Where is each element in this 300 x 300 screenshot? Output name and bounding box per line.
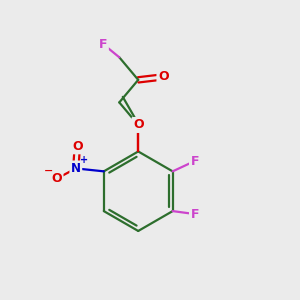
Text: O: O [72, 140, 83, 153]
Text: −: − [44, 166, 53, 176]
Text: F: F [190, 208, 199, 220]
Text: F: F [190, 154, 199, 167]
Text: F: F [99, 38, 107, 51]
Text: O: O [158, 70, 169, 83]
Text: O: O [51, 172, 62, 185]
Text: N: N [71, 162, 81, 175]
Text: +: + [80, 155, 88, 165]
Text: O: O [133, 118, 143, 131]
